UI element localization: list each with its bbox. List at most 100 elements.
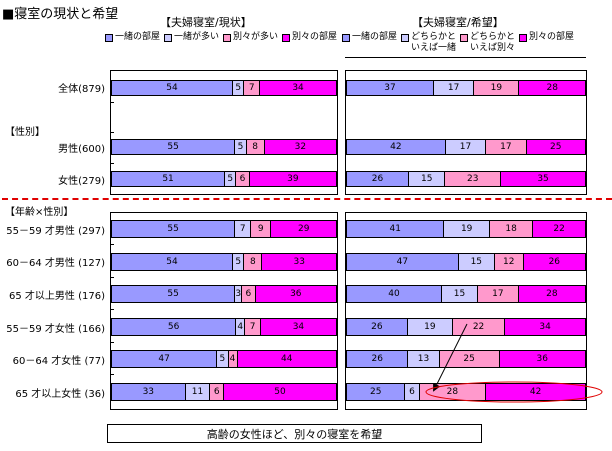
legend-item: 別々の部屋 — [519, 32, 574, 43]
current-bar-row-8: 33 11 6 50 — [111, 383, 337, 401]
bar-segment: 55 — [111, 285, 236, 303]
legend-item: どちらかと いえば一緒 — [401, 32, 456, 54]
legend-swatch-icon — [342, 34, 350, 42]
legend-item: 別々の部屋 — [282, 32, 337, 43]
bar-segment: 26 — [523, 253, 586, 271]
desired-legend: 一緒の部屋 どちらかと いえば一緒 どちらかと いえば別々 別々の部屋 — [342, 32, 574, 54]
bar-segment: 55 — [111, 220, 236, 238]
bar-segment: 50 — [223, 383, 337, 401]
legend-label: 一緒の部屋 — [115, 32, 161, 42]
section-label-age-gender: 【年齢×性別】 — [5, 207, 74, 218]
bar-segment: 32 — [264, 139, 337, 155]
bar-segment: 25 — [439, 350, 500, 368]
bar-segment: 7 — [235, 220, 252, 238]
bar-segment: 19 — [474, 80, 520, 96]
legend-item: 一緒が多い — [164, 32, 219, 43]
bar-segment: 15 — [458, 253, 495, 271]
legend-swatch-icon — [164, 34, 173, 42]
bar-segment: 9 — [251, 220, 272, 238]
bar-segment: 42 — [486, 383, 586, 401]
legend-label: どちらかと いえば別々 — [470, 32, 516, 53]
axis-tick — [110, 132, 114, 133]
bar-segment: 29 — [271, 220, 337, 238]
current-bar-row-7: 47 5 4 44 — [111, 350, 337, 368]
row-label-male-55-59: 55－59 才男性 (297) — [6, 226, 105, 237]
bar-segment: 4 — [228, 350, 238, 368]
legend-swatch-icon — [519, 34, 528, 42]
legend-swatch-icon — [105, 34, 113, 42]
row-label-total: 全体(879) — [58, 84, 105, 95]
bar-segment: 54 — [111, 253, 234, 271]
conclusion-callout: 高齢の女性ほど、別々の寝室を希望 — [107, 424, 482, 443]
bar-segment: 26 — [346, 350, 409, 368]
section-divider — [2, 198, 612, 200]
bar-segment: 56 — [111, 318, 237, 336]
bar-segment: 40 — [346, 285, 442, 303]
bar-segment: 4 — [236, 318, 246, 336]
bar-segment: 5 — [225, 171, 237, 187]
bar-segment: 47 — [346, 253, 459, 271]
bar-segment: 47 — [111, 350, 218, 368]
axis-tick — [110, 102, 114, 103]
legend-item: 別々が多い — [223, 32, 278, 43]
desired-bar-row-7: 26 13 25 36 — [346, 350, 586, 368]
bar-segment: 51 — [111, 171, 226, 187]
page-title: ■寝室の現状と希望 — [2, 7, 119, 22]
bar-segment: 34 — [260, 318, 337, 336]
row-label-male-65plus: 65 才以上男性 (176) — [9, 291, 105, 302]
desired-bar-row-4: 47 15 12 26 — [346, 253, 586, 271]
bar-segment: 5 — [235, 139, 247, 155]
bar-segment: 5 — [217, 350, 229, 368]
bar-segment: 6 — [236, 171, 250, 187]
bar-segment: 12 — [494, 253, 524, 271]
current-panel-overall: 54 5 7 34 55 5 8 32 51 5 6 39 — [110, 70, 338, 195]
legend-label: 別々が多い — [233, 32, 279, 42]
bar-segment: 3 — [235, 285, 243, 303]
legend-swatch-icon — [460, 34, 469, 42]
bar-segment: 17 — [486, 139, 527, 155]
bar-segment: 19 — [444, 220, 490, 238]
bar-segment: 13 — [408, 350, 440, 368]
row-label-female: 女性(279) — [58, 176, 105, 187]
bar-segment: 28 — [419, 383, 487, 401]
desired-panel-title: 【夫婦寝室/希望】 — [412, 16, 504, 29]
bar-segment: 25 — [346, 383, 406, 401]
bar-segment: 33 — [111, 383, 186, 401]
bar-segment: 34 — [260, 80, 337, 96]
bar-segment: 19 — [407, 318, 453, 336]
desired-bar-row-8: 25 6 28 42 — [346, 383, 586, 401]
bar-segment: 41 — [346, 220, 445, 238]
row-label-female-65plus: 65 才以上女性 (36) — [15, 389, 105, 400]
bar-segment: 17 — [445, 139, 487, 155]
row-label-male: 男性(600) — [58, 144, 105, 155]
legend-label: 別々の部屋 — [529, 32, 575, 42]
axis-tick — [110, 244, 114, 245]
bar-segment: 18 — [489, 220, 534, 238]
axis-tick — [110, 374, 114, 375]
current-panel-age-gender: 55 7 9 29 54 5 8 33 55 3 6 36 56 4 7 34 47 5 4 44 33 11 6 50 — [110, 212, 338, 410]
bar-segment: 36 — [255, 285, 337, 303]
bar-segment: 28 — [518, 285, 586, 303]
current-bar-row-3: 55 7 9 29 — [111, 220, 337, 238]
current-bar-row-2: 51 5 6 39 — [111, 171, 337, 187]
current-bar-row-0: 54 5 7 34 — [111, 80, 337, 96]
legend-label: 一緒の部屋 — [352, 32, 398, 42]
legend-swatch-icon — [223, 34, 232, 42]
desired-bar-row-6: 26 19 22 34 — [346, 318, 586, 336]
current-panel-title: 【夫婦寝室/現状】 — [160, 16, 252, 29]
axis-tick — [110, 277, 114, 278]
bar-segment: 15 — [409, 171, 446, 187]
bar-segment: 15 — [442, 285, 478, 303]
current-bar-row-6: 56 4 7 34 — [111, 318, 337, 336]
axis-tick — [110, 309, 114, 310]
bar-segment: 8 — [244, 253, 263, 271]
bar-segment: 55 — [111, 139, 236, 155]
bar-segment: 23 — [445, 171, 502, 187]
bar-segment: 6 — [242, 285, 256, 303]
bar-segment: 5 — [233, 80, 245, 96]
desired-bar-row-1: 42 17 17 25 — [346, 139, 586, 155]
bar-segment: 11 — [185, 383, 211, 401]
current-bar-row-1: 55 5 8 32 — [111, 139, 337, 155]
legend-underline — [345, 57, 586, 58]
bar-segment: 7 — [244, 80, 261, 96]
